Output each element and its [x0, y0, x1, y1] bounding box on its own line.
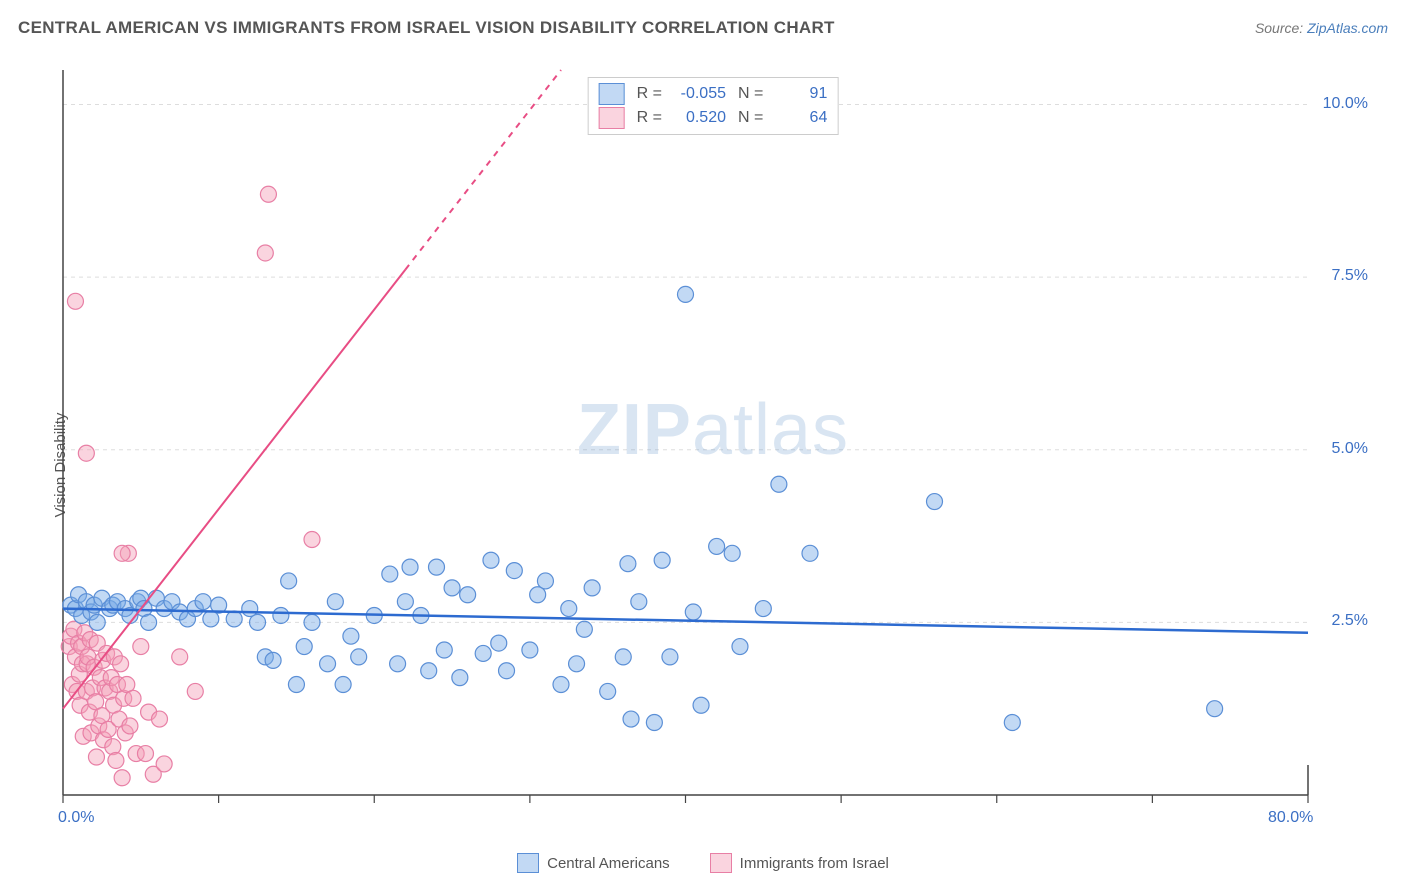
stats-legend: R = -0.055 N = 91 R = 0.520 N = 64	[588, 77, 839, 135]
source-label: Source:	[1255, 20, 1303, 36]
stats-row-1: R = 0.520 N = 64	[599, 106, 828, 130]
x-axis-right-label: 80.0%	[1268, 809, 1313, 827]
y-tick-label: 10.0%	[1323, 95, 1368, 113]
x-axis-left-label: 0.0%	[58, 809, 94, 827]
legend-swatch-0	[517, 853, 539, 873]
series-legend: Central Americans Immigrants from Israel	[18, 853, 1388, 873]
legend-item-0: Central Americans	[517, 853, 670, 873]
chart-title: CENTRAL AMERICAN VS IMMIGRANTS FROM ISRA…	[18, 18, 835, 38]
stat-r-label-1: R =	[637, 109, 662, 127]
plot-area: ZIPatlas R = -0.055 N = 91 R = 0.520 N =…	[58, 65, 1368, 825]
stat-r-label-0: R =	[637, 85, 662, 103]
stat-r-val-0: -0.055	[674, 85, 726, 103]
legend-item-1: Immigrants from Israel	[710, 853, 889, 873]
y-tick-label: 2.5%	[1332, 612, 1368, 630]
y-tick-label: 7.5%	[1332, 267, 1368, 285]
stats-row-0: R = -0.055 N = 91	[599, 82, 828, 106]
chart-header: CENTRAL AMERICAN VS IMMIGRANTS FROM ISRA…	[18, 18, 1388, 38]
stat-n-val-0: 91	[775, 85, 827, 103]
legend-swatch-1	[710, 853, 732, 873]
chart-svg	[58, 65, 1368, 825]
y-tick-label: 5.0%	[1332, 440, 1368, 458]
stat-n-val-1: 64	[775, 109, 827, 127]
chart-container: Vision Disability ZIPatlas R = -0.055 N …	[18, 55, 1388, 875]
legend-label-0: Central Americans	[547, 855, 670, 872]
source-link[interactable]: ZipAtlas.com	[1307, 20, 1388, 36]
stats-swatch-0	[599, 83, 625, 105]
stat-r-val-1: 0.520	[674, 109, 726, 127]
stats-swatch-1	[599, 107, 625, 129]
legend-label-1: Immigrants from Israel	[740, 855, 889, 872]
stat-n-label-0: N =	[738, 85, 763, 103]
stat-n-label-1: N =	[738, 109, 763, 127]
chart-source: Source: ZipAtlas.com	[1255, 20, 1388, 36]
